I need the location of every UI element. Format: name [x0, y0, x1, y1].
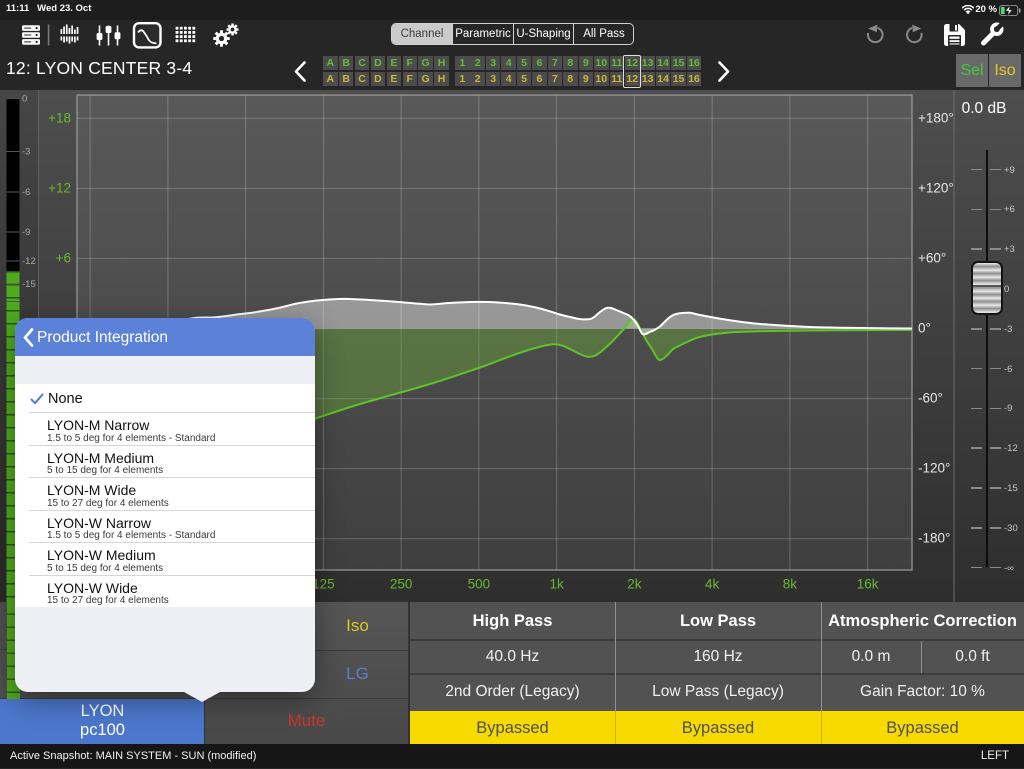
svg-text:-3: -3 [22, 147, 30, 158]
svg-text:8k: 8k [783, 577, 798, 592]
svg-text:1k: 1k [549, 577, 564, 592]
svg-text:+12: +12 [48, 180, 71, 195]
svg-text:4k: 4k [705, 577, 720, 592]
svg-text:+18: +18 [48, 110, 71, 125]
svg-text:-60°: -60° [918, 391, 943, 406]
svg-text:-6: -6 [22, 187, 30, 198]
svg-text:-9: -9 [22, 227, 30, 238]
svg-text:-15: -15 [22, 279, 36, 290]
svg-text:+180°: +180° [918, 110, 954, 125]
svg-text:-180°: -180° [918, 531, 950, 546]
svg-text:+60°: +60° [918, 250, 946, 265]
svg-text:500: 500 [468, 577, 491, 592]
svg-text:0°: 0° [918, 321, 931, 336]
svg-text:250: 250 [390, 577, 413, 592]
svg-text:16k: 16k [857, 577, 879, 592]
svg-text:0: 0 [22, 94, 27, 105]
svg-text:-120°: -120° [918, 461, 950, 476]
svg-text:125: 125 [312, 577, 335, 592]
svg-text:2k: 2k [627, 577, 642, 592]
svg-text:+6: +6 [56, 250, 71, 265]
svg-text:-12: -12 [22, 256, 36, 267]
svg-text:+120°: +120° [918, 180, 954, 195]
